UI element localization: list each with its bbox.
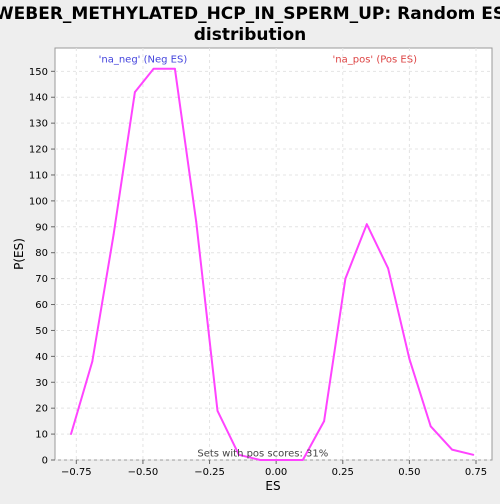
x-tick-label: 0.50 [398,467,420,478]
annotation-label: 'na_neg' (Neg ES) [99,54,188,65]
y-tick-label: 90 [35,222,48,233]
series-point [387,267,389,270]
series-point [429,425,432,428]
y-tick-label: 140 [29,93,48,104]
x-tick-label: 0.25 [332,467,354,478]
annotation-label: 'na_pos' (Pos ES) [333,54,418,65]
series-point [472,453,475,456]
series-layer [70,67,475,461]
y-tick-label: 30 [35,378,48,389]
series-point [451,448,453,451]
y-tick-label: 40 [35,352,48,363]
series-point [408,358,411,360]
y-tick-label: 0 [42,456,48,467]
series-point [323,420,326,423]
x-tick-label: −0.50 [128,467,159,478]
y-tick-label: 50 [35,326,48,337]
y-tick-label: 130 [29,119,48,130]
x-tick-label: −0.25 [194,467,225,478]
y-axis-label: P(ES) [12,238,26,270]
series-point [365,223,368,226]
series-point [134,91,136,93]
y-tick-label: 80 [35,248,48,259]
series-point [70,433,72,435]
series-point [301,459,304,461]
y-tick-label: 110 [29,170,48,181]
y-tick-label: 10 [35,430,48,441]
series-point [216,409,219,412]
series-point [259,459,262,461]
y-tick-label: 100 [29,196,48,207]
chart-title-line-1: WEBER_METHYLATED_HCP_IN_SPERM_UP: Random… [0,4,500,24]
x-tick-label: 0.00 [265,467,287,478]
x-axis-label: ES [265,479,280,493]
annotation-layer: 'na_neg' (Neg ES) 'na_pos' (Pos ES) Sets w… [99,54,417,459]
y-tick-label: 20 [35,404,48,415]
x-axis: −0.75 −0.50 −0.25 0.00 0.25 0.50 0.75 [61,460,487,478]
y-tick-label: 70 [35,274,48,285]
series-point [280,459,283,461]
plot-area [54,47,493,461]
grid-lines [55,48,492,461]
series-point [344,277,347,280]
series-line [70,67,474,461]
footnote-label: Sets with pos scores: 31% [197,449,328,460]
series-point [237,453,240,456]
series-point [112,233,115,236]
chart-title-line-2: distribution [194,25,306,45]
x-tick-label: −0.75 [61,467,92,478]
series-point [174,67,176,70]
series-point [152,67,155,70]
y-tick-label: 150 [29,67,48,78]
series-point [91,360,94,363]
y-tick-label: 60 [35,300,48,311]
y-axis: 0 10 20 30 40 50 60 70 80 90 100 110 120 130 140 150 [29,67,55,467]
y-tick-label: 120 [29,145,48,156]
x-tick-label: 0.75 [465,467,487,478]
series-point [195,220,198,223]
